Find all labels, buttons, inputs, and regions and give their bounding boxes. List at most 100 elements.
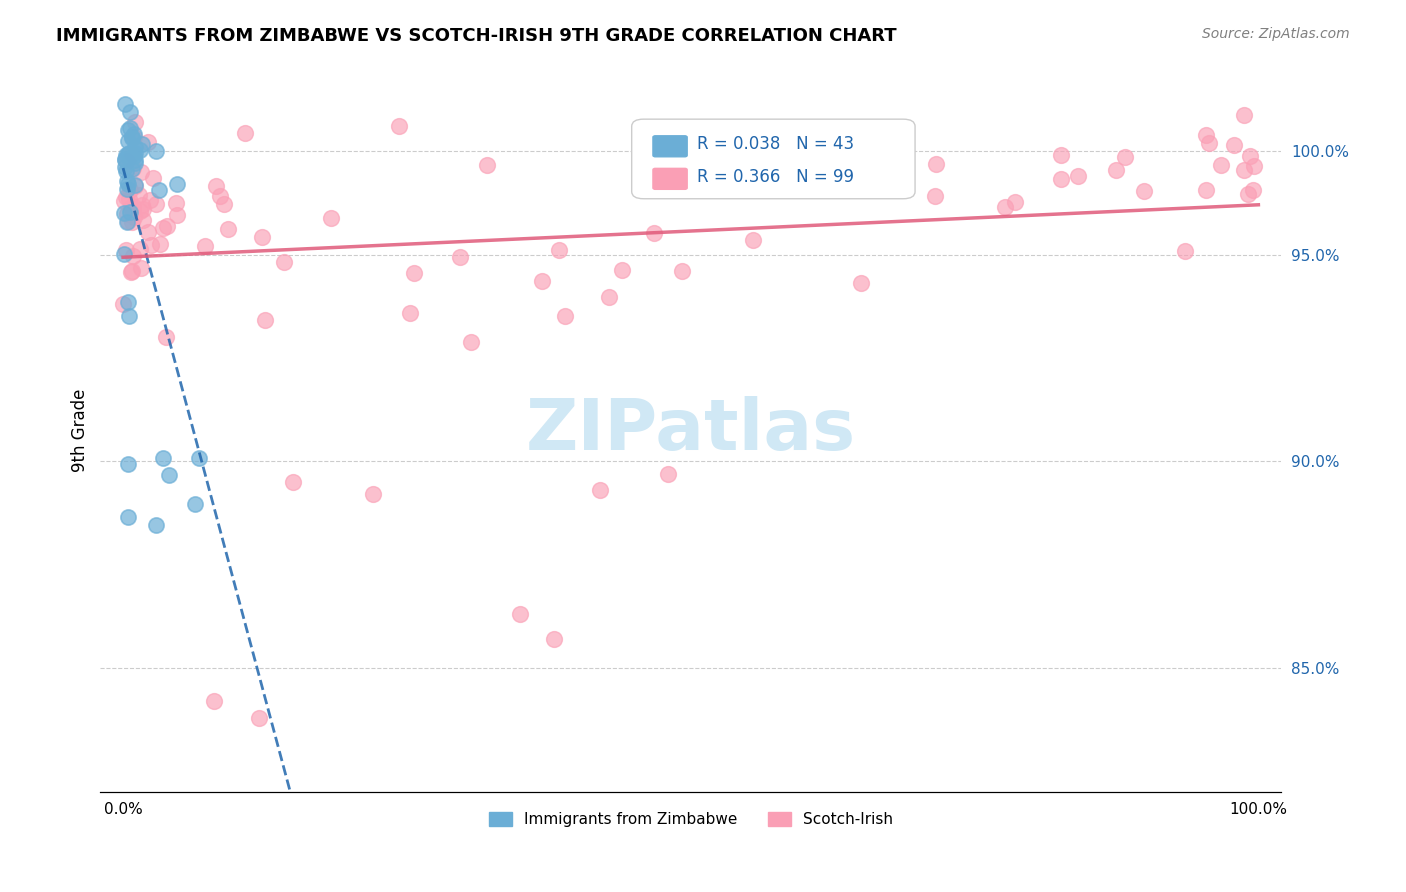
- Scotch-Irish: [475, 158, 498, 172]
- Scotch-Irish: [598, 290, 620, 304]
- Scotch-Irish: [155, 330, 177, 344]
- Scotch-Irish: [361, 487, 384, 501]
- Scotch-Irish: [543, 632, 565, 646]
- Scotch-Irish: [399, 306, 422, 320]
- Scotch-Irish: [120, 265, 142, 279]
- Zimbabwe: [117, 135, 139, 149]
- Text: ZIPatlas: ZIPatlas: [526, 396, 856, 465]
- Zimbabwe: [114, 153, 136, 167]
- Scotch-Irish: [554, 309, 576, 323]
- Zimbabwe: [115, 174, 138, 188]
- Scotch-Irish: [149, 237, 172, 252]
- Zimbabwe: [187, 451, 209, 466]
- Scotch-Irish: [139, 194, 162, 208]
- Zimbabwe: [129, 143, 152, 157]
- Text: R = 0.038   N = 43: R = 0.038 N = 43: [696, 136, 853, 153]
- FancyBboxPatch shape: [652, 136, 688, 157]
- Zimbabwe: [122, 127, 145, 141]
- Scotch-Irish: [118, 192, 141, 206]
- Scotch-Irish: [117, 153, 139, 168]
- Scotch-Irish: [924, 189, 946, 203]
- Zimbabwe: [117, 178, 139, 192]
- Zimbabwe: [117, 146, 139, 161]
- Zimbabwe: [124, 156, 146, 170]
- Zimbabwe: [118, 309, 141, 323]
- Scotch-Irish: [131, 261, 153, 276]
- Scotch-Irish: [643, 226, 665, 240]
- Scotch-Irish: [121, 214, 143, 228]
- Scotch-Irish: [120, 201, 142, 215]
- Scotch-Irish: [209, 189, 232, 203]
- Zimbabwe: [131, 137, 153, 152]
- Scotch-Irish: [131, 164, 153, 178]
- Scotch-Irish: [449, 250, 471, 264]
- Scotch-Irish: [250, 229, 273, 244]
- Scotch-Irish: [112, 296, 135, 310]
- Text: IMMIGRANTS FROM ZIMBABWE VS SCOTCH-IRISH 9TH GRADE CORRELATION CHART: IMMIGRANTS FROM ZIMBABWE VS SCOTCH-IRISH…: [56, 27, 897, 45]
- Scotch-Irish: [165, 196, 187, 211]
- Zimbabwe: [124, 140, 146, 154]
- Scotch-Irish: [1233, 108, 1256, 122]
- Scotch-Irish: [1174, 244, 1197, 259]
- Scotch-Irish: [124, 115, 146, 129]
- Scotch-Irish: [994, 200, 1017, 214]
- Scotch-Irish: [142, 171, 165, 186]
- Zimbabwe: [114, 96, 136, 111]
- Scotch-Irish: [1105, 163, 1128, 178]
- Scotch-Irish: [166, 208, 188, 222]
- Zimbabwe: [157, 468, 180, 483]
- Zimbabwe: [184, 497, 207, 511]
- Scotch-Irish: [212, 196, 235, 211]
- Scotch-Irish: [509, 607, 531, 622]
- Scotch-Irish: [152, 220, 174, 235]
- Scotch-Irish: [1133, 184, 1156, 198]
- Scotch-Irish: [122, 161, 145, 176]
- Scotch-Irish: [217, 222, 239, 236]
- Scotch-Irish: [115, 207, 138, 221]
- Zimbabwe: [117, 295, 139, 310]
- Scotch-Irish: [128, 203, 150, 218]
- Zimbabwe: [118, 120, 141, 135]
- Scotch-Irish: [253, 313, 276, 327]
- Zimbabwe: [120, 204, 142, 219]
- Scotch-Irish: [388, 119, 411, 133]
- Zimbabwe: [124, 178, 146, 192]
- Scotch-Irish: [122, 130, 145, 145]
- Zimbabwe: [117, 457, 139, 471]
- Zimbabwe: [112, 206, 135, 220]
- Text: Source: ZipAtlas.com: Source: ZipAtlas.com: [1202, 27, 1350, 41]
- Scotch-Irish: [1243, 159, 1265, 173]
- Scotch-Irish: [194, 238, 217, 252]
- Zimbabwe: [121, 131, 143, 145]
- Scotch-Irish: [839, 162, 862, 177]
- Scotch-Irish: [233, 126, 256, 140]
- Zimbabwe: [152, 450, 174, 465]
- Zimbabwe: [166, 178, 188, 192]
- Scotch-Irish: [924, 157, 946, 171]
- Scotch-Irish: [589, 483, 612, 498]
- Scotch-Irish: [612, 263, 634, 277]
- Zimbabwe: [115, 163, 138, 178]
- Zimbabwe: [121, 130, 143, 145]
- FancyBboxPatch shape: [631, 120, 915, 199]
- Scotch-Irish: [121, 264, 143, 278]
- Zimbabwe: [124, 153, 146, 167]
- Scotch-Irish: [1004, 195, 1026, 210]
- Scotch-Irish: [128, 188, 150, 202]
- Scotch-Irish: [112, 194, 135, 208]
- Scotch-Irish: [1239, 149, 1261, 163]
- Scotch-Irish: [136, 225, 159, 239]
- Scotch-Irish: [1195, 128, 1218, 143]
- Scotch-Irish: [121, 249, 143, 263]
- Zimbabwe: [118, 145, 141, 160]
- Zimbabwe: [115, 148, 138, 162]
- Scotch-Irish: [124, 210, 146, 224]
- Scotch-Irish: [139, 238, 162, 252]
- Scotch-Irish: [128, 242, 150, 256]
- Scotch-Irish: [247, 710, 270, 724]
- Scotch-Irish: [1067, 169, 1090, 184]
- Scotch-Irish: [117, 214, 139, 228]
- Scotch-Irish: [1198, 136, 1220, 150]
- Text: R = 0.366   N = 99: R = 0.366 N = 99: [696, 168, 853, 186]
- Scotch-Irish: [202, 694, 225, 708]
